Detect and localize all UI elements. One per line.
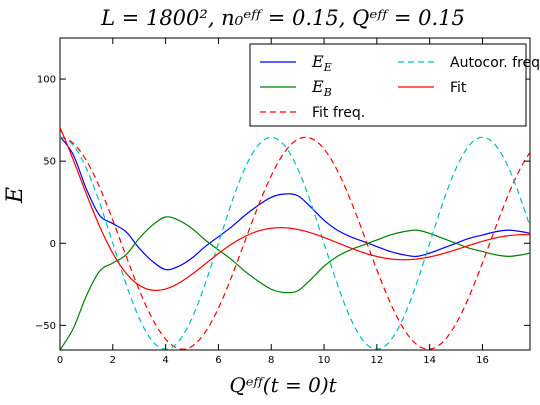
legend-label: EB (311, 77, 332, 99)
x-tick-label: 2 (110, 355, 116, 366)
x-tick-label: 4 (162, 355, 168, 366)
legend-item: Fit freq. (260, 105, 365, 121)
series-e-b-line (60, 216, 530, 350)
x-axis-label: Qᵉᶠᶠ(t = 0)t (229, 373, 337, 397)
y-axis-label: E (3, 187, 28, 204)
legend: EE Autocor. freq. EB Fit Fit freq. (249, 43, 540, 127)
series-autocor-freq-line (60, 136, 530, 350)
x-tick-label: 10 (318, 355, 331, 366)
series-fit-line (60, 127, 530, 291)
legend-label: EE (311, 52, 332, 74)
y-tick-label: 0 (50, 239, 56, 250)
x-tick-label: 12 (370, 355, 383, 366)
legend-label: Autocor. freq. (450, 55, 540, 71)
y-tick-label: 50 (43, 157, 56, 168)
legend-label: Fit (450, 80, 467, 96)
x-tick-label: 14 (423, 355, 436, 366)
chart-title: L = 1800², n₀ᵉᶠᶠ = 0.15, Qᵉᶠᶠ = 0.15 (100, 6, 465, 30)
legend-item: Fit (398, 80, 467, 96)
x-tick-label: 8 (268, 355, 274, 366)
y-tick-label: −50 (35, 321, 56, 332)
y-tick-label: 100 (37, 75, 56, 86)
legend-label: Fit freq. (312, 105, 365, 121)
plot-lines (60, 127, 530, 350)
legend-item: Autocor. freq. (398, 55, 540, 71)
axis-ticks: 0 2 4 6 8 10 12 14 16 −50 0 50 100 (35, 38, 530, 366)
series-fit-freq-line (60, 136, 530, 350)
legend-item: EB (260, 77, 332, 99)
x-tick-label: 6 (215, 355, 221, 366)
x-tick-label: 0 (57, 355, 63, 366)
x-tick-label: 16 (476, 355, 489, 366)
legend-item: EE (260, 52, 332, 74)
